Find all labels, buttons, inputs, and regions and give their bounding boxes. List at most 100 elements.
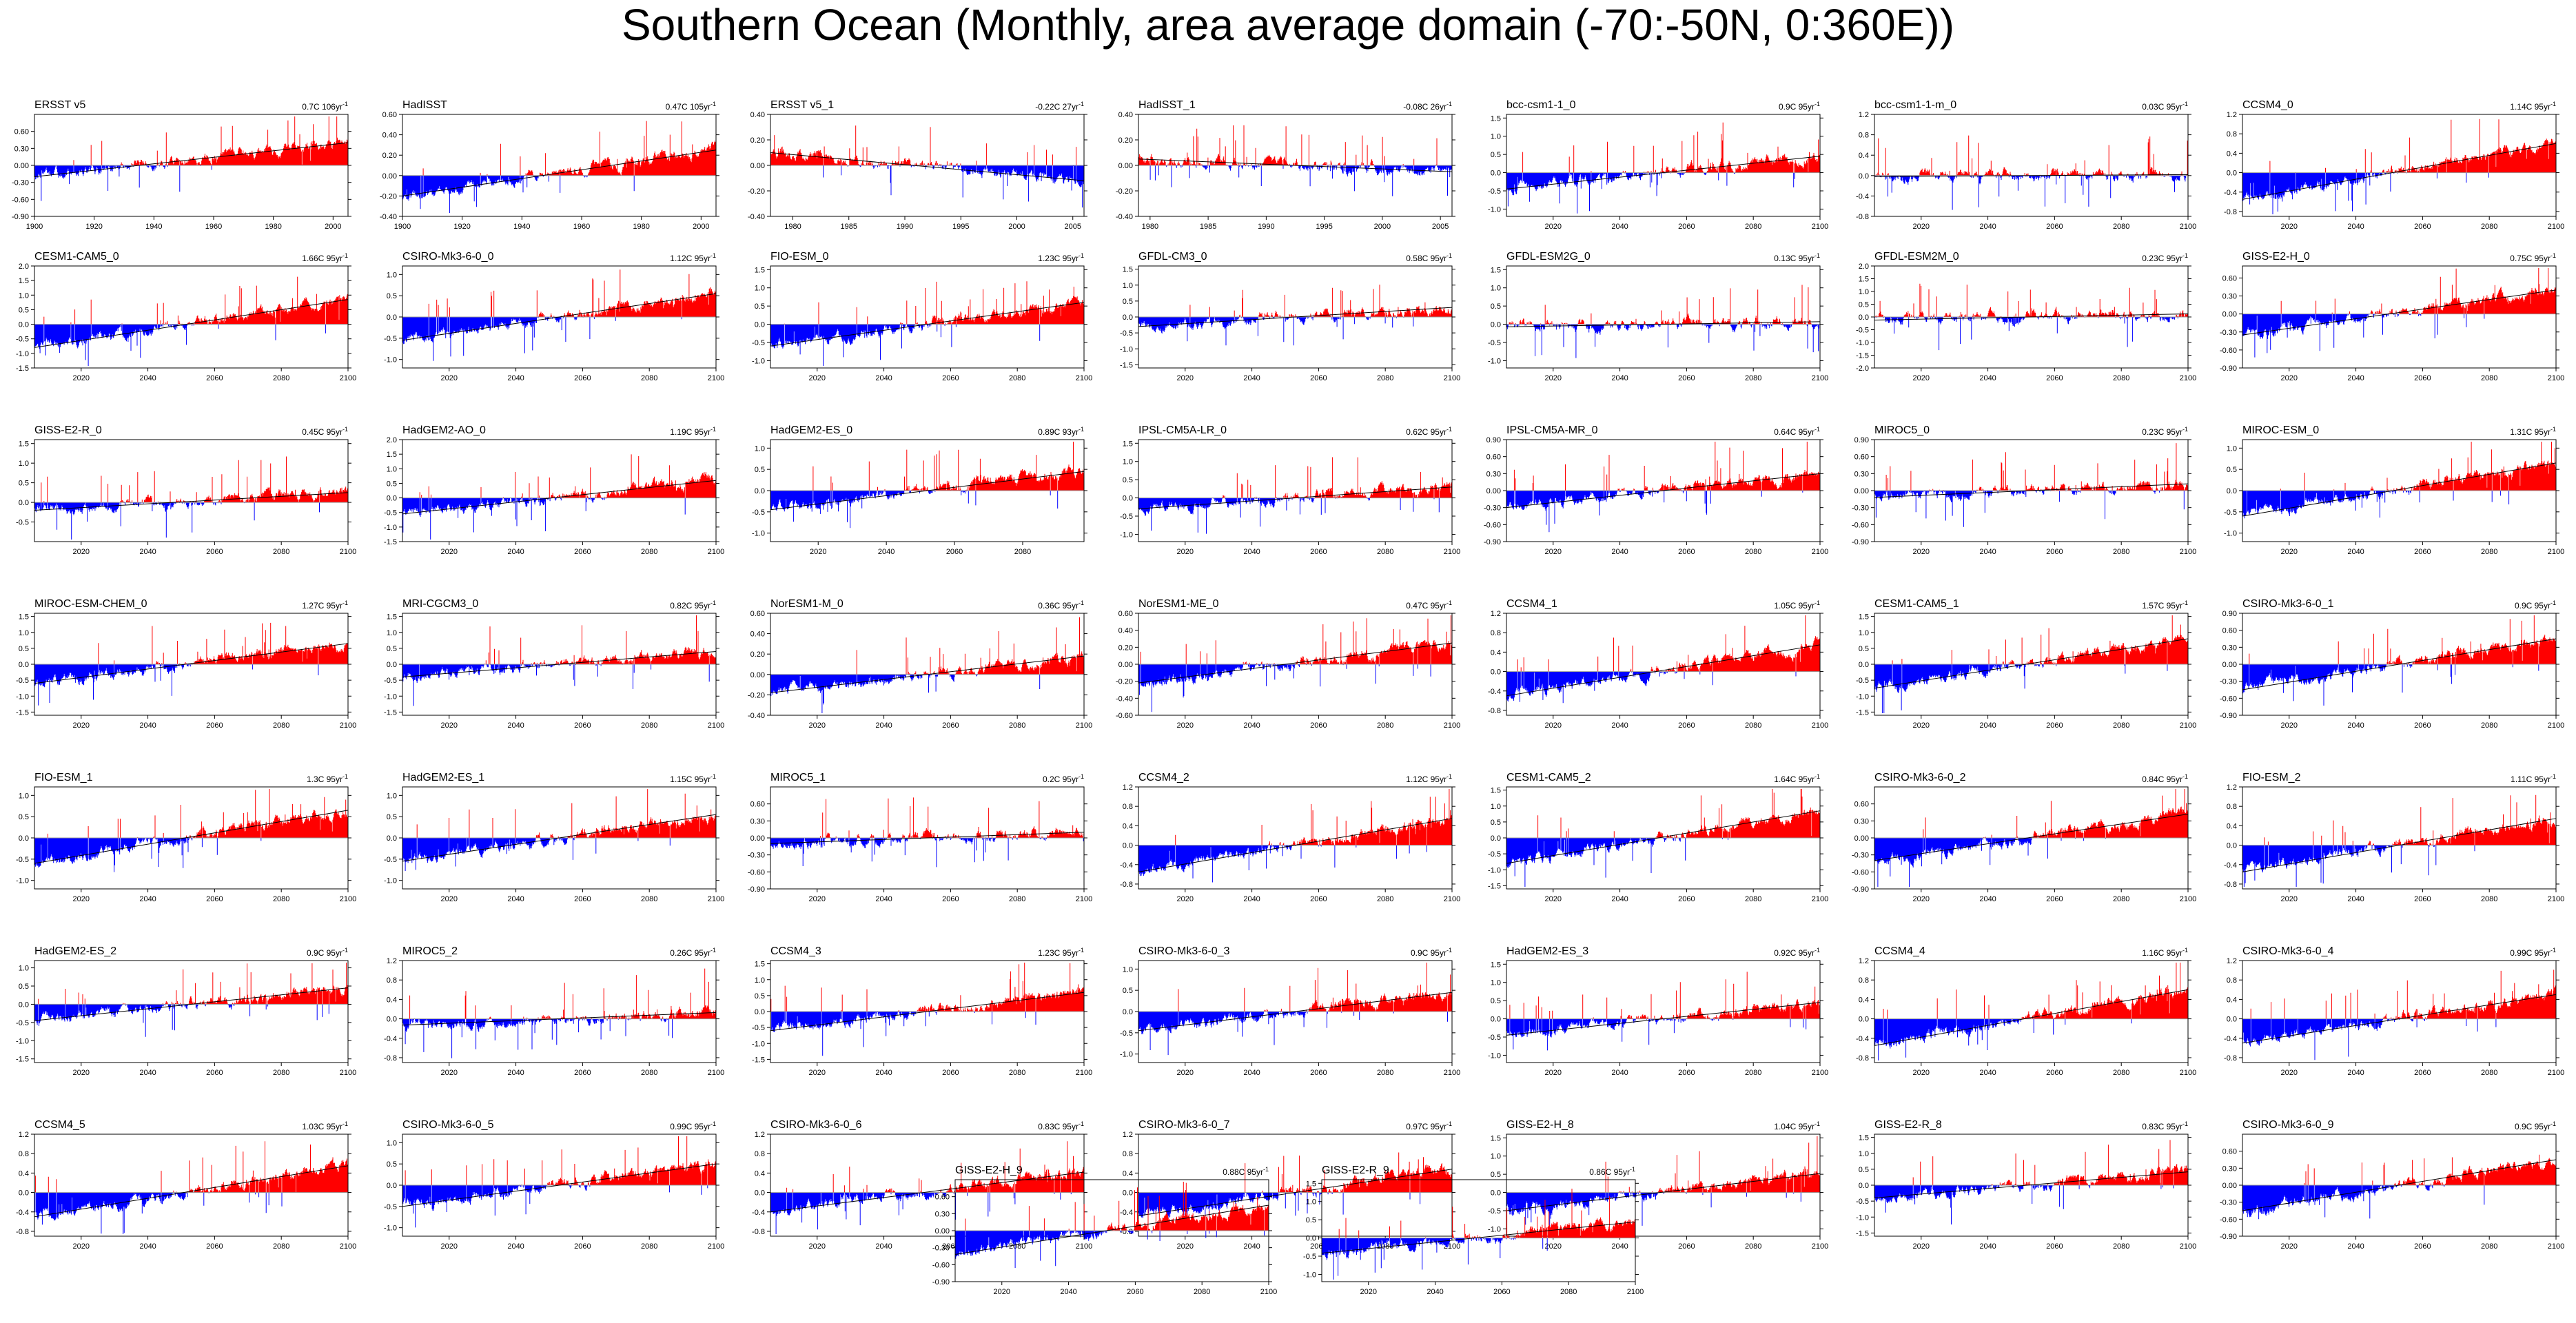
trend-exponent: -1	[1814, 1120, 1820, 1127]
y-tick-label: -0.20	[1116, 678, 1133, 686]
positive-anomaly-bars	[1212, 457, 1453, 498]
x-tick-label: 2080	[1377, 895, 1393, 903]
trend-value: 1.03C 95yr	[302, 1122, 343, 1131]
x-tick-label: 2100	[1812, 895, 1828, 903]
y-tick-label: 1.5	[19, 440, 29, 449]
chart-svg: 0.40 0.20 0.00 -0.20 -0.40 1980 1985 1990 1995 20…	[748, 111, 1087, 231]
trend-line	[1506, 1173, 1821, 1211]
x-tick-label: 2080	[1745, 1069, 1761, 1077]
x-tick-label: 2040	[1979, 548, 1996, 556]
y-tick-label: 0.4	[387, 996, 397, 1004]
panel-title: MIROC-ESM_0	[2242, 424, 2320, 436]
y-tick-label: 1.0	[19, 629, 29, 637]
trend-label: -0.22C 27yr-1	[1035, 101, 1084, 112]
y-tick-label: 0.0	[2227, 1016, 2237, 1024]
y-tick-label: -0.30	[1852, 852, 1869, 860]
negative-anomaly-bars	[34, 838, 262, 872]
y-tick-label: 0.0	[1306, 1235, 1316, 1243]
chart-panel: FIO-ESM_1 1.3C 95yr-1 1.0 0.5 0.0 -0.5 -1.0 202…	[0, 772, 365, 930]
trend-label: 0.9C 95yr-1	[2515, 599, 2556, 611]
x-tick-label: 2060	[942, 374, 959, 382]
trend-line	[2242, 994, 2557, 1044]
y-tick-label: -0.5	[1488, 850, 1501, 859]
chart-svg: 1.0 0.5 0.0 -0.5 -1.0 2020 2040 2060 2080 2100	[384, 265, 724, 382]
positive-anomaly-bars	[770, 125, 1077, 165]
trend-value: 0.83C 95yr	[2142, 1122, 2183, 1131]
x-tick-label: 2080	[2481, 721, 2497, 730]
y-tick-label: 0.20	[1118, 136, 1133, 145]
chart-panel: CSIRO-Mk3-6-0_2 0.84C 95yr-1 0.60 0.30 0.00 -…	[1840, 772, 2205, 930]
x-tick-label: 2100	[2180, 1069, 2196, 1077]
chart-panel: CCSM4_2 1.12C 95yr-1 1.2 0.8 0.4 0.0 -0.4 -0.8 2…	[1104, 772, 1469, 930]
positive-anomaly-bars	[1178, 963, 1453, 1012]
trend-line	[1874, 483, 2189, 498]
x-tick-label: 2020	[809, 1069, 826, 1077]
panel-title: CSIRO-Mk3-6-0_9	[2242, 1119, 2334, 1131]
x-tick-label: 2080	[2113, 1242, 2129, 1251]
y-tick-label: 0.8	[1123, 803, 1133, 811]
trend-line	[770, 152, 1085, 181]
x-tick-label: 2040	[139, 1069, 156, 1077]
y-tick-label: 0.0	[387, 495, 397, 503]
trend-line	[2242, 818, 2557, 872]
y-tick-label: 1.5	[19, 613, 29, 622]
x-tick-label: 2100	[1812, 1242, 1828, 1251]
y-tick-label: 0.5	[755, 302, 765, 311]
y-tick-label: 0.60	[1854, 801, 1869, 809]
y-tick-label: -1.5	[1856, 352, 1869, 360]
y-tick-label: 0.0	[19, 1001, 29, 1009]
y-tick-label: 0.60	[14, 128, 29, 136]
panel-title: CSIRO-Mk3-6-0_7	[1138, 1119, 1230, 1131]
y-tick-label: 0.5	[1859, 1166, 1869, 1174]
x-tick-label: 2040	[139, 374, 156, 382]
y-tick-label: -0.30	[748, 852, 765, 860]
trend-label: 0.13C 95yr-1	[1774, 252, 1820, 263]
y-tick-label: -0.8	[1856, 1054, 1869, 1063]
chart-svg: 2.0 1.5 1.0 0.5 0.0 -0.5 -1.0 -1.5 -2.0 2020 2040 2…	[1856, 263, 2196, 382]
y-tick-label: -0.20	[748, 187, 765, 196]
x-tick-label: 2100	[2548, 374, 2564, 382]
x-tick-label: 2040	[875, 1069, 892, 1077]
x-tick-label: 2020	[809, 374, 826, 382]
x-tick-label: 2060	[942, 1069, 959, 1077]
y-tick-label: -1.0	[384, 1224, 397, 1233]
panel-title: CSIRO-Mk3-6-0_4	[2242, 945, 2334, 957]
x-tick-label: 2040	[1611, 1069, 1628, 1077]
trend-value: 0.13C 95yr	[1774, 254, 1815, 263]
x-tick-label: 2060	[1678, 721, 1695, 730]
trend-exponent: -1	[2550, 1120, 2556, 1127]
x-tick-label: 2020	[1360, 1288, 1377, 1296]
panel-title: GFDL-ESM2G_0	[1506, 251, 1591, 263]
chart-panel: CSIRO-Mk3-6-0_9 0.9C 95yr-1 0.60 0.30 0.00 -0…	[2208, 1119, 2573, 1278]
trend-label: 1.12C 95yr-1	[670, 252, 716, 263]
x-tick-label: 2080	[1009, 895, 1025, 903]
chart-svg: 1.5 1.0 0.5 0.0 -0.5 -1.0 2020 2040 2060 2080 2100	[1488, 960, 1828, 1077]
chart-svg: 0.60 0.40 0.20 0.00 -0.20 -0.40 -0.60 2020 2040 2…	[1116, 610, 1460, 730]
trend-exponent: -1	[1078, 101, 1084, 107]
chart-panel: IPSL-CM5A-LR_0 0.62C 95yr-1 1.5 1.0 0.5 0.0 -0…	[1104, 424, 1469, 583]
x-tick-label: 2060	[2414, 1069, 2431, 1077]
y-tick-label: -0.4	[2224, 1035, 2237, 1043]
panel-title: CCSM4_3	[770, 945, 821, 957]
chart-svg: 2.0 1.5 1.0 0.5 0.0 -0.5 -1.0 -1.5 2020 2040 2060 2…	[16, 263, 356, 382]
panel-title: ERSST v5	[34, 99, 86, 111]
y-tick-label: 1.2	[1123, 783, 1133, 792]
negative-anomaly-bars	[402, 175, 635, 213]
x-tick-label: 2100	[1444, 374, 1460, 382]
negative-anomaly-bars	[1138, 317, 1414, 346]
x-tick-label: 2080	[1377, 374, 1393, 382]
trend-value: 0.89C 93yr	[1038, 427, 1079, 437]
trend-value: 0.84C 95yr	[2142, 775, 2183, 784]
y-tick-label: 1.0	[1306, 1198, 1316, 1207]
chart-panel: HadISST_1 -0.08C 26yr-1 0.40 0.20 0.00 -0.20-…	[1104, 99, 1469, 258]
trend-line	[1506, 644, 1821, 697]
x-tick-label: 2100	[708, 1242, 724, 1251]
y-tick-label: 1.2	[2227, 783, 2237, 792]
trend-label: 0.62C 95yr-1	[1406, 426, 1452, 437]
chart-panel: bcc-csm1-1_0 0.9C 95yr-1 1.5 1.0 0.5 0.0 -0.5-…	[1472, 99, 1837, 258]
trend-exponent: -1	[2182, 252, 2188, 259]
chart-panel: CCSM4_3 1.23C 95yr-1 1.5 1.0 0.5 0.0 -0.5 -1.0 -…	[736, 945, 1101, 1104]
